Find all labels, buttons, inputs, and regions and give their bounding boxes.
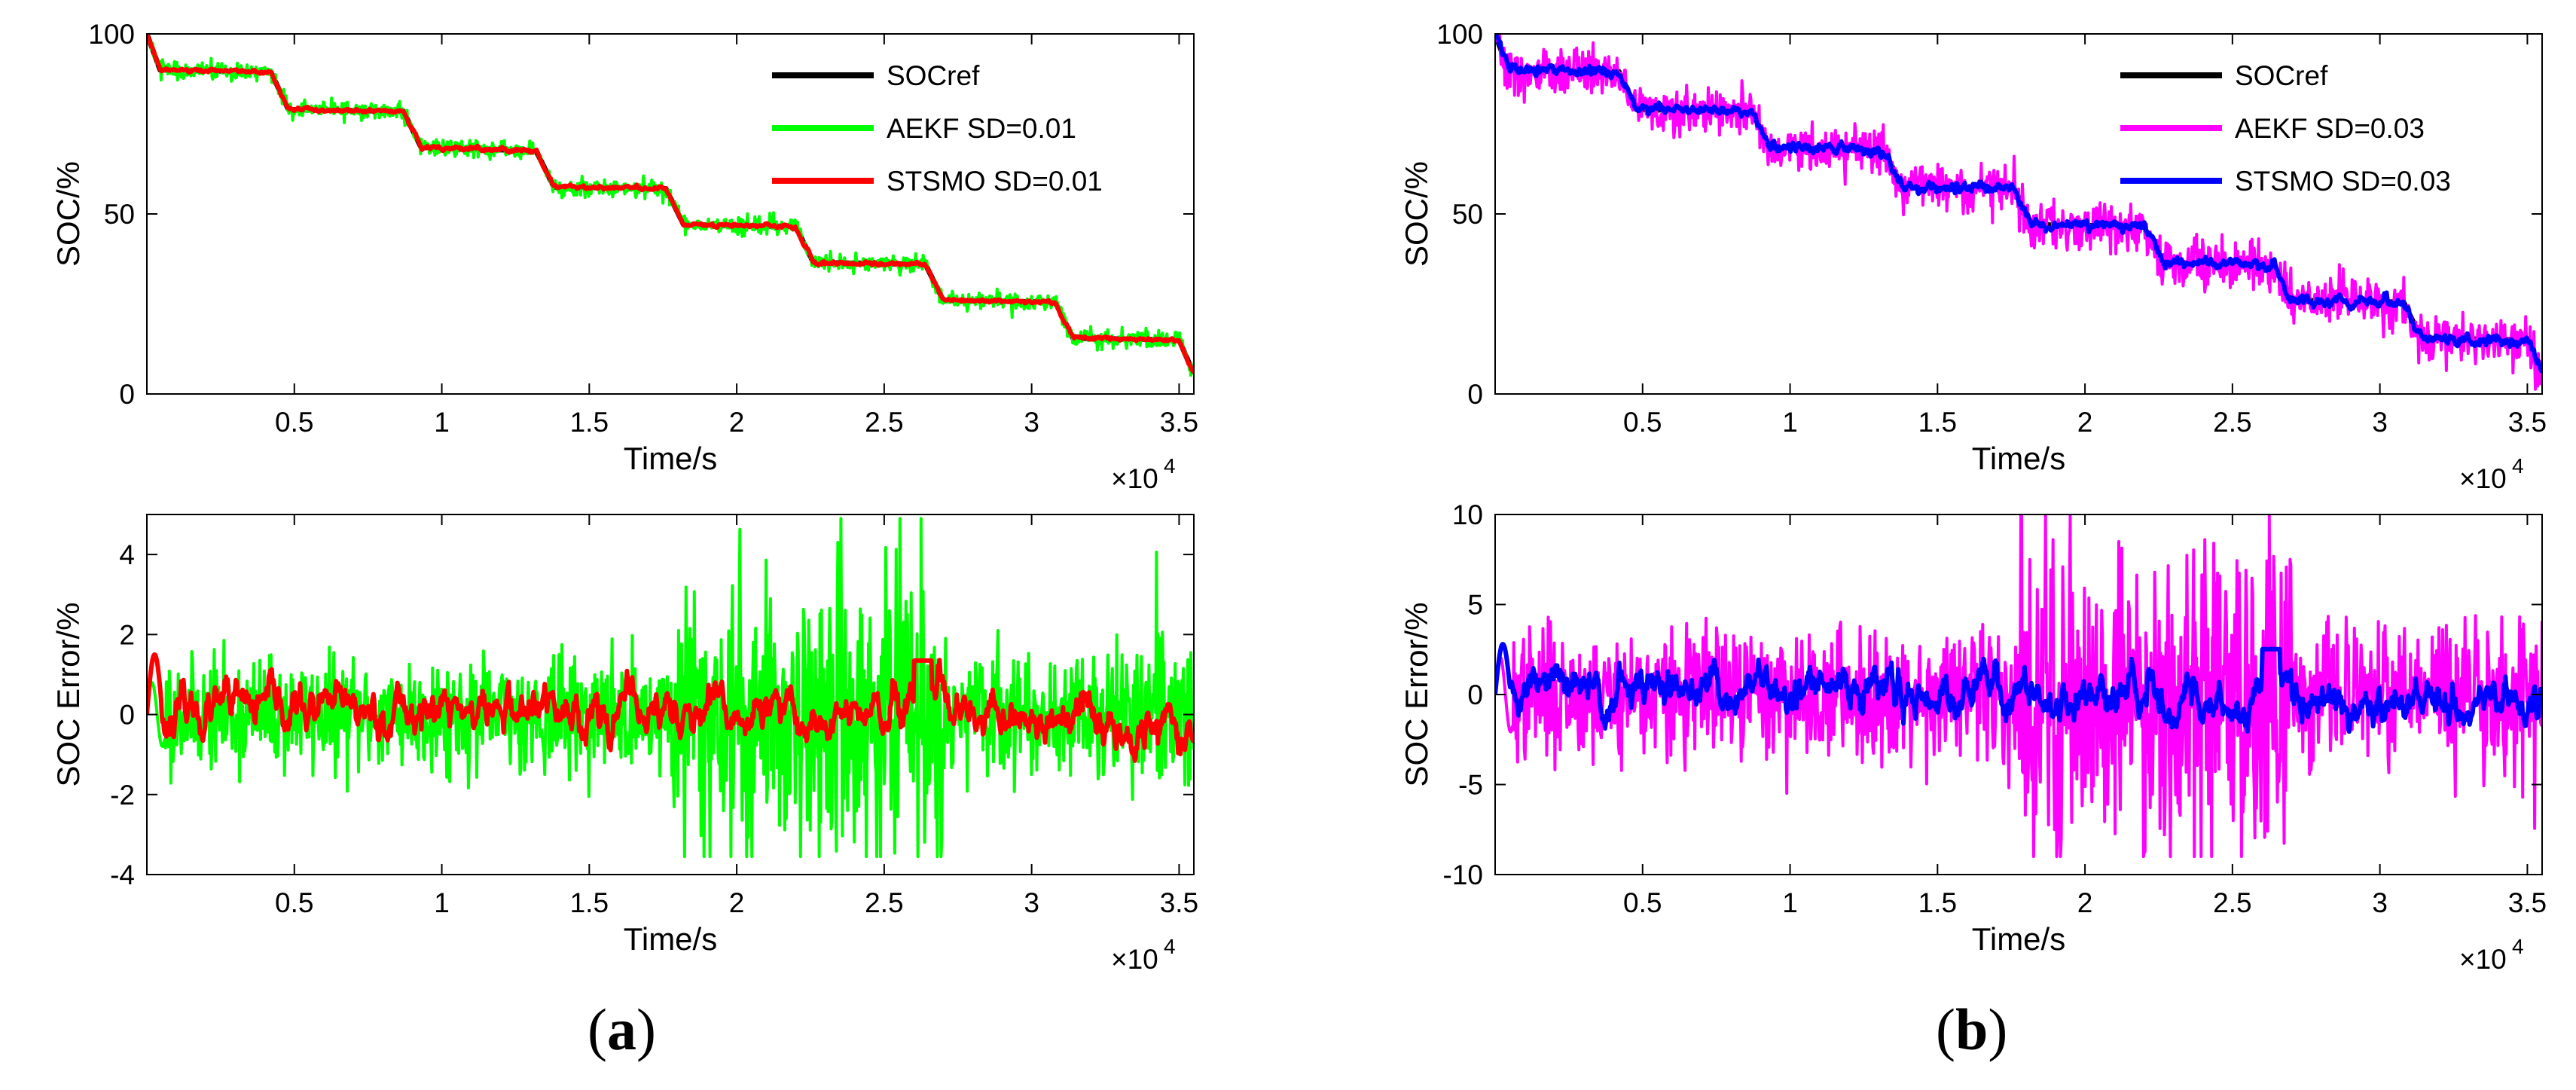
x-exponent-label: ×10 [1111, 944, 1158, 975]
x-exponent-label: ×10 [2459, 944, 2507, 975]
y-tick-label: 0 [1467, 679, 1483, 710]
x-tick-label: 0.5 [1623, 407, 1662, 438]
x-axis-label: Time/s [1972, 921, 2065, 957]
x-tick-label: 3.5 [2508, 887, 2547, 918]
x-tick-label: 2.5 [865, 887, 903, 918]
x-exponent-label: ×10 [2459, 463, 2507, 494]
legend-entry: AEKF SD=0.03 [2235, 113, 2425, 144]
y-tick-label: -5 [1458, 770, 1483, 801]
x-exponent-power: 4 [1164, 935, 1176, 958]
legend-entry: STSMO SD=0.03 [2235, 166, 2451, 197]
series-line-stsmo-sd-0-03 [1495, 34, 2542, 374]
y-tick-label: 0 [1467, 379, 1483, 410]
chart-b-soc-error: 0.5 1 1.5 2 2.5 3 3.5 -10 -5 0 5 10 Time/s SOC Error/… [1399, 499, 2547, 975]
x-tick-label: 0.5 [275, 887, 313, 918]
legend-entry: SOCref [887, 60, 980, 91]
legend-entry: STSMO SD=0.01 [887, 166, 1103, 197]
x-tick-label: 3.5 [2508, 407, 2547, 438]
x-tick-label: 2 [2077, 887, 2093, 918]
x-tick-label: 2.5 [2213, 407, 2251, 438]
x-exponent-power: 4 [1164, 454, 1176, 478]
x-tick-label: 3.5 [1160, 407, 1198, 438]
series-group [1495, 514, 2542, 859]
y-tick-label: 100 [88, 19, 135, 50]
x-tick-label: 1 [434, 887, 450, 918]
plot-area [147, 34, 1194, 394]
y-tick-label: 4 [119, 539, 135, 570]
x-tick-label: 3.5 [1160, 887, 1198, 918]
x-tick-label: 1.5 [570, 407, 609, 438]
y-axis-label: SOC/% [50, 161, 86, 267]
x-tick-label: 2.5 [2213, 887, 2251, 918]
y-tick-label: 50 [104, 199, 135, 230]
x-tick-label: 3 [2372, 407, 2388, 438]
x-tick-label: 2 [2077, 407, 2093, 438]
panel-label-b: (b) [1936, 996, 2007, 1064]
x-tick-label: 1 [1782, 407, 1798, 438]
x-tick-label: 1 [1782, 887, 1798, 918]
panel-label-b-open: ( [1936, 997, 1955, 1062]
x-tick-label: 1.5 [570, 887, 609, 918]
axes-frame [146, 514, 1195, 875]
x-exponent-power: 4 [2512, 935, 2524, 958]
x-exponent-power: 4 [2512, 454, 2524, 478]
x-tick-label: 0.5 [1623, 887, 1662, 918]
panel-label-a-letter: a [606, 997, 636, 1062]
x-axis-label: Time/s [1972, 441, 2065, 476]
panel-label-a-close: ) [636, 997, 656, 1062]
series-group [147, 34, 1194, 377]
x-tick-label: 1 [434, 407, 450, 438]
x-tick-label: 1.5 [1918, 407, 1957, 438]
series-line-aekf-sd-0-01 [147, 517, 1194, 859]
x-tick-label: 3 [1024, 407, 1039, 438]
legend-entry: AEKF SD=0.01 [887, 113, 1076, 144]
x-tick-label: 3 [1024, 887, 1039, 918]
series-group [147, 517, 1194, 859]
y-tick-label: 0 [119, 700, 135, 731]
x-tick-label: 1.5 [1918, 887, 1957, 918]
y-axis-label: SOC Error/% [50, 602, 86, 786]
y-tick-label: 0 [119, 379, 135, 410]
x-exponent-label: ×10 [1111, 463, 1158, 494]
series-line-stsmo-sd-0-01 [147, 34, 1194, 374]
y-tick-label: 100 [1436, 19, 1483, 50]
legend-entry: SOCref [2235, 60, 2328, 91]
y-tick-label: 50 [1452, 199, 1483, 230]
series-line-stsmo-sd-0-01 [147, 652, 1194, 763]
x-axis-label: Time/s [624, 441, 717, 476]
y-tick-label: 5 [1467, 590, 1483, 621]
x-tick-label: 2 [729, 407, 745, 438]
chart-a-soc-error: 0.5 1 1.5 2 2.5 3 3.5 -4 -2 0 2 4 Time/s SOC Error/% ×… [50, 514, 1198, 975]
x-tick-label: 2 [729, 887, 745, 918]
y-tick-label: -2 [110, 780, 135, 811]
chart-b-soc: 0.5 1 1.5 2 2.5 3 3.5 0 50 100 Time/s SOC/% ×10 4 SOCr… [1399, 19, 2547, 494]
panel-label-b-letter: b [1955, 997, 1988, 1062]
y-axis-label: SOC/% [1399, 161, 1434, 267]
x-tick-label: 3 [2372, 887, 2388, 918]
chart-a-soc: 0.5 1 1.5 2 2.5 3 3.5 0 50 100 Time/s SOC/% ×10 4 SOCr… [50, 19, 1198, 494]
panel-label-a: (a) [588, 996, 656, 1064]
x-axis-label: Time/s [624, 921, 717, 957]
y-tick-label: 10 [1452, 499, 1483, 530]
series-group [1495, 34, 2542, 391]
x-tick-label: 0.5 [275, 407, 313, 438]
panel-label-a-open: ( [588, 997, 607, 1062]
x-tick-label: 2.5 [865, 407, 903, 438]
panel-label-b-close: ) [1988, 997, 2008, 1062]
series-line-stsmo-sd-0-03 [1495, 642, 2542, 734]
y-tick-label: -10 [1443, 859, 1483, 890]
y-axis-label: SOC Error/% [1399, 602, 1434, 786]
y-tick-label: 2 [119, 619, 135, 650]
y-tick-label: -4 [110, 859, 135, 890]
